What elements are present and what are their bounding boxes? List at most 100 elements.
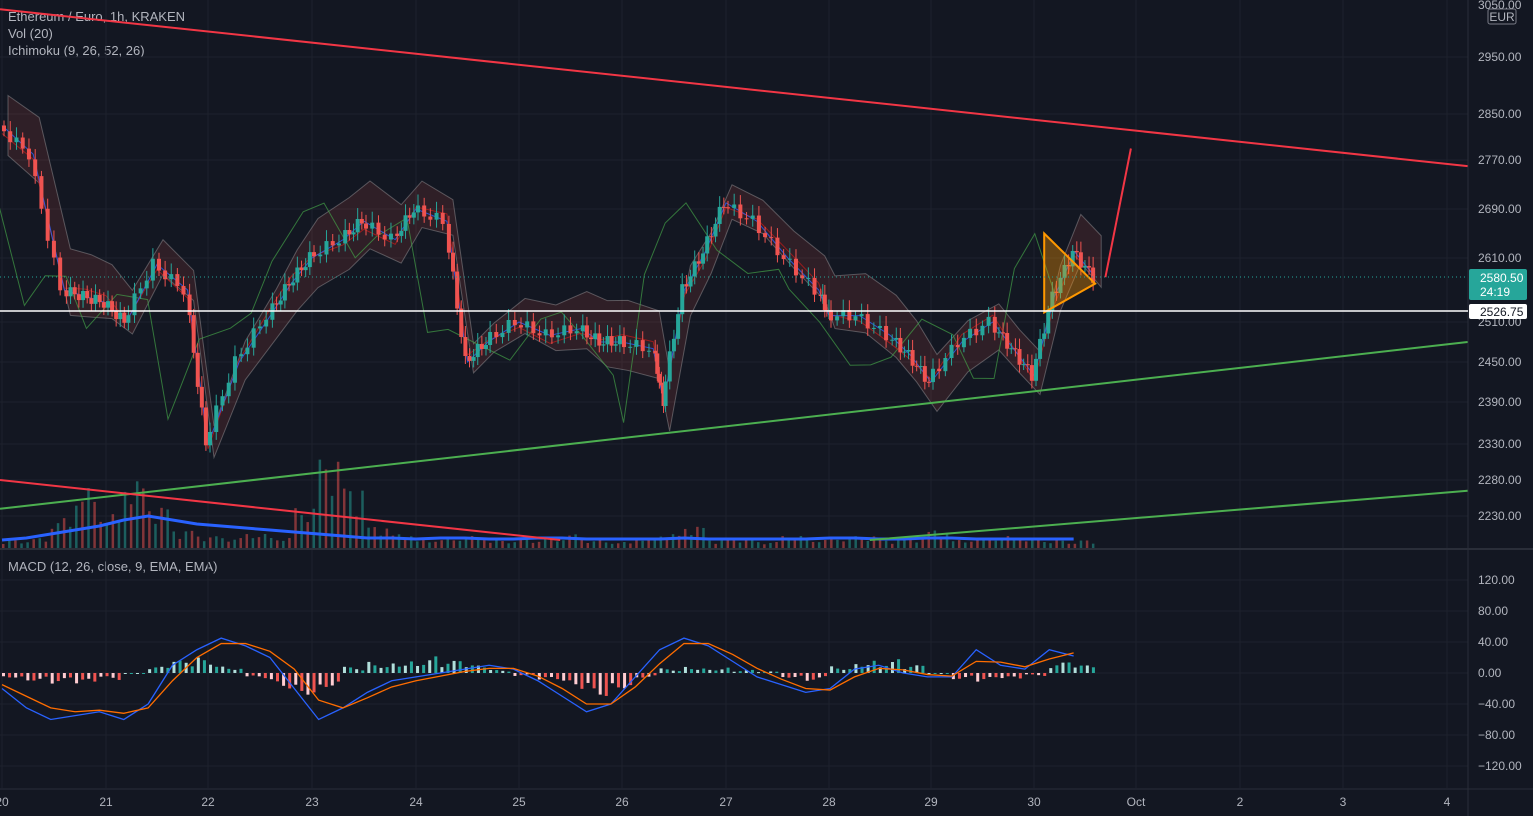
candle bbox=[696, 261, 701, 264]
candle bbox=[713, 223, 718, 237]
macd-histogram-bar bbox=[239, 668, 243, 673]
macd-histogram-bar bbox=[1000, 673, 1004, 679]
candle bbox=[584, 325, 589, 338]
candle bbox=[593, 333, 598, 340]
candle bbox=[122, 312, 127, 323]
candle bbox=[1062, 264, 1067, 278]
macd-histogram-bar bbox=[464, 667, 468, 673]
macd-histogram-bar bbox=[349, 667, 353, 673]
macd-histogram-bar bbox=[501, 670, 505, 673]
time-tick-label: 21 bbox=[99, 795, 113, 809]
last-price-label: 2580.50 bbox=[1480, 271, 1524, 285]
volume-bar bbox=[306, 522, 309, 548]
macd-histogram-bar bbox=[671, 670, 675, 673]
macd-histogram-bar bbox=[653, 673, 657, 676]
candle bbox=[97, 294, 102, 303]
macd-histogram-bar bbox=[379, 667, 383, 673]
time-tick-label: 29 bbox=[924, 795, 938, 809]
candle bbox=[684, 284, 689, 287]
macd-histogram-bar bbox=[470, 665, 474, 673]
candle bbox=[2, 125, 6, 132]
time-tick-label: 20 bbox=[0, 795, 9, 809]
macd-histogram-bar bbox=[897, 659, 901, 673]
candle bbox=[705, 236, 710, 254]
macd-histogram-bar bbox=[428, 660, 432, 673]
candle bbox=[169, 274, 174, 280]
candle bbox=[556, 335, 561, 338]
volume-bar bbox=[629, 543, 632, 548]
resistance-trendline bbox=[0, 8, 1468, 168]
candle bbox=[68, 287, 73, 297]
macd-histogram-bar bbox=[422, 664, 426, 673]
volume-bar bbox=[422, 540, 425, 548]
candle bbox=[8, 131, 13, 143]
macd-histogram-bar bbox=[507, 671, 511, 673]
candle bbox=[467, 356, 472, 361]
candle bbox=[324, 241, 329, 255]
time-tick-label: 24 bbox=[409, 795, 423, 809]
candle bbox=[459, 308, 464, 338]
volume-bar bbox=[665, 538, 669, 548]
volume-bar bbox=[884, 540, 888, 548]
candle bbox=[251, 328, 256, 348]
candle bbox=[51, 240, 56, 258]
macd-histogram-bar bbox=[824, 673, 827, 677]
macd-histogram-bar bbox=[489, 669, 493, 673]
volume-bar bbox=[738, 542, 742, 548]
candle bbox=[347, 230, 352, 235]
candle bbox=[291, 282, 296, 286]
macd-histogram-bar bbox=[190, 666, 194, 673]
volume-bar bbox=[166, 509, 169, 548]
volume-bar bbox=[750, 538, 754, 548]
time-tick-label: 3 bbox=[1340, 795, 1347, 809]
ichimoku-cloud bbox=[7, 94, 1102, 460]
candle bbox=[829, 310, 833, 321]
candle bbox=[187, 294, 192, 316]
candle bbox=[318, 254, 323, 257]
candle bbox=[781, 255, 786, 260]
macd-histogram-bar bbox=[769, 671, 773, 673]
candle bbox=[910, 350, 915, 366]
macd-histogram-bar bbox=[1073, 667, 1077, 673]
macd-histogram-bar bbox=[135, 673, 139, 674]
macd-histogram-bar bbox=[397, 666, 401, 673]
candle bbox=[605, 336, 610, 345]
candle bbox=[775, 237, 780, 256]
volume-bar bbox=[434, 541, 437, 548]
candle bbox=[93, 294, 98, 304]
candle bbox=[239, 354, 244, 357]
macd-histogram-bar bbox=[294, 673, 298, 685]
volume-bar bbox=[635, 540, 638, 548]
volume-bar bbox=[495, 540, 498, 548]
candle bbox=[220, 396, 225, 406]
macd-histogram-bar bbox=[568, 673, 572, 681]
candle bbox=[1066, 264, 1071, 267]
candle bbox=[543, 329, 548, 336]
candle bbox=[906, 350, 911, 352]
macd-histogram-bar bbox=[933, 673, 937, 674]
candle bbox=[479, 344, 484, 349]
macd-histogram-bar bbox=[391, 663, 395, 673]
volume-bar bbox=[1079, 540, 1083, 548]
volume-bar bbox=[714, 543, 717, 548]
macd-histogram-bar bbox=[1031, 673, 1035, 675]
candle bbox=[282, 284, 287, 301]
volume-bar bbox=[811, 541, 815, 548]
candle bbox=[114, 311, 119, 320]
volume-bar bbox=[890, 543, 894, 548]
candle bbox=[39, 176, 44, 209]
candle bbox=[364, 223, 368, 229]
macd-histogram-bar bbox=[1079, 665, 1083, 673]
macd-histogram-bar bbox=[56, 673, 60, 682]
support-trendline bbox=[0, 341, 1468, 510]
candle bbox=[395, 233, 400, 236]
candle bbox=[926, 381, 931, 383]
volume-bar bbox=[604, 542, 608, 548]
volume-bar bbox=[154, 523, 157, 548]
macd-histogram-bar bbox=[994, 673, 998, 678]
volume-bar bbox=[866, 540, 870, 548]
candle bbox=[312, 252, 316, 257]
macd-histogram-bar bbox=[99, 673, 103, 677]
macd-histogram-bar bbox=[543, 673, 547, 678]
